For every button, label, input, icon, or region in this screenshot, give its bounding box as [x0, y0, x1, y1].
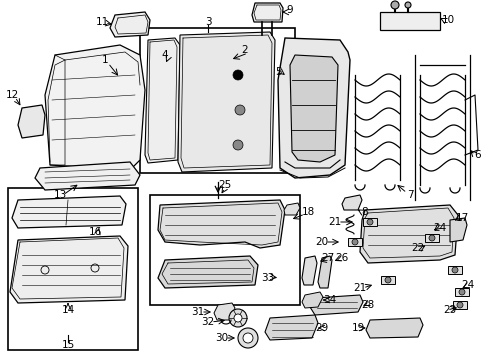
Text: 20: 20 [316, 237, 329, 247]
Text: 5: 5 [275, 67, 281, 77]
Text: 8: 8 [362, 207, 368, 217]
Bar [8, 188, 138, 350]
Circle shape [391, 1, 399, 9]
Polygon shape [290, 55, 338, 162]
Bar [380, 12, 440, 30]
Polygon shape [110, 12, 150, 37]
Circle shape [367, 219, 373, 225]
Text: 19: 19 [351, 323, 365, 333]
Polygon shape [450, 218, 467, 242]
Text: 7: 7 [407, 190, 413, 200]
Text: 24: 24 [462, 280, 475, 290]
Polygon shape [158, 256, 258, 288]
Text: 13: 13 [53, 190, 67, 200]
Text: 30: 30 [216, 333, 228, 343]
Text: 27: 27 [321, 253, 335, 263]
Text: 16: 16 [88, 227, 101, 237]
Polygon shape [45, 45, 145, 170]
Bar [150, 195, 300, 305]
Text: 21: 21 [328, 217, 342, 227]
Text: 1: 1 [102, 55, 108, 65]
Polygon shape [35, 162, 140, 190]
Circle shape [234, 314, 242, 322]
Bar [453, 301, 467, 309]
Polygon shape [265, 315, 318, 340]
Circle shape [352, 239, 358, 245]
Bar [425, 234, 439, 242]
Polygon shape [366, 318, 423, 338]
Bar [455, 288, 469, 296]
Text: 26: 26 [335, 253, 348, 263]
Polygon shape [158, 200, 285, 248]
Text: 18: 18 [301, 207, 315, 217]
Circle shape [229, 309, 247, 327]
Circle shape [429, 235, 435, 241]
Text: 14: 14 [61, 305, 74, 315]
Text: 2: 2 [242, 45, 248, 55]
Text: 32: 32 [201, 317, 215, 327]
Circle shape [233, 140, 243, 150]
Polygon shape [342, 195, 362, 210]
Polygon shape [278, 38, 350, 178]
Polygon shape [214, 303, 235, 320]
Text: 21: 21 [353, 283, 367, 293]
Circle shape [238, 328, 258, 348]
Text: 4: 4 [162, 50, 168, 60]
Text: 34: 34 [323, 295, 337, 305]
Bar [448, 266, 462, 274]
Bar [348, 238, 362, 246]
Circle shape [405, 2, 411, 8]
Text: 25: 25 [219, 180, 232, 190]
Circle shape [385, 277, 391, 283]
Text: 11: 11 [96, 17, 109, 27]
Circle shape [243, 333, 253, 343]
Polygon shape [178, 32, 275, 172]
Polygon shape [318, 256, 332, 288]
Polygon shape [302, 292, 323, 308]
Text: 12: 12 [5, 90, 19, 100]
Polygon shape [145, 38, 180, 163]
Text: 28: 28 [361, 300, 375, 310]
Text: 22: 22 [412, 243, 425, 253]
Polygon shape [12, 196, 126, 228]
Polygon shape [18, 105, 45, 138]
Text: 24: 24 [433, 223, 446, 233]
Bar [140, 28, 295, 173]
Text: 29: 29 [316, 323, 329, 333]
Circle shape [235, 105, 245, 115]
Polygon shape [284, 203, 300, 215]
Bar [363, 218, 377, 226]
Polygon shape [10, 236, 128, 303]
Text: 6: 6 [475, 150, 481, 160]
Text: 15: 15 [61, 340, 74, 350]
Circle shape [452, 267, 458, 273]
Text: 10: 10 [441, 15, 455, 25]
Bar [381, 276, 395, 284]
Polygon shape [310, 295, 363, 315]
Text: 17: 17 [455, 213, 468, 223]
Text: 9: 9 [287, 5, 294, 15]
Text: 31: 31 [192, 307, 205, 317]
Polygon shape [252, 3, 283, 22]
Text: 23: 23 [443, 305, 457, 315]
Text: 33: 33 [261, 273, 274, 283]
Polygon shape [360, 205, 458, 263]
Circle shape [459, 289, 465, 295]
Polygon shape [302, 256, 317, 285]
Text: 3: 3 [205, 17, 211, 27]
Circle shape [233, 70, 243, 80]
Circle shape [457, 302, 463, 308]
